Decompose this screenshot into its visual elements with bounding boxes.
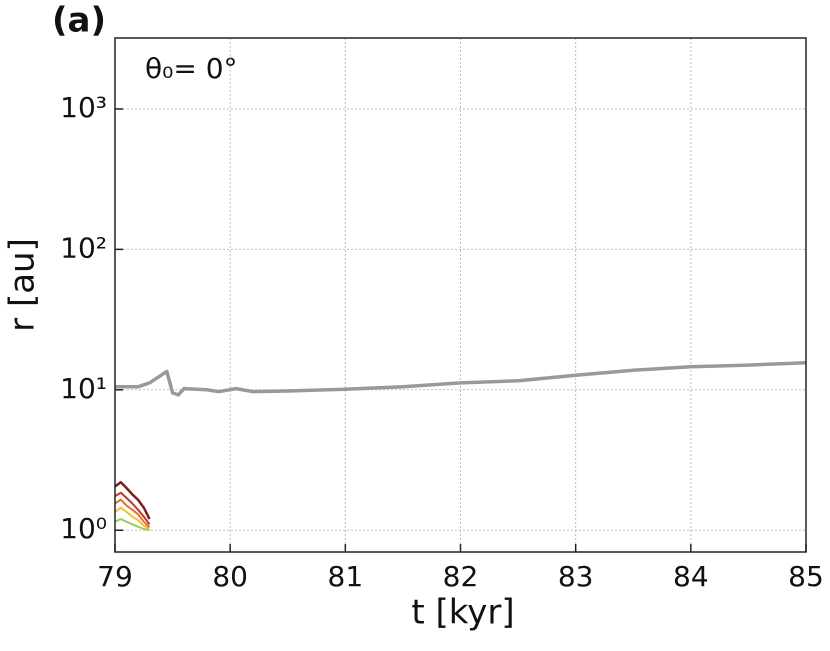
x-axis-label: t [kyr] <box>411 593 514 633</box>
panel-label: (a) <box>52 1 106 41</box>
y-tick-label: 10³ <box>60 91 107 124</box>
y-tick-label: 10¹ <box>60 372 107 405</box>
y-tick-label: 10² <box>60 231 107 264</box>
x-tick-label: 80 <box>212 560 248 593</box>
plot-frame <box>114 37 807 553</box>
data-line <box>114 491 151 525</box>
data-line <box>114 518 150 532</box>
data-line <box>115 360 807 397</box>
y-tick-label: 10⁰ <box>60 512 107 545</box>
y-axis-label: r [au] <box>3 238 43 332</box>
x-tick-label: 79 <box>97 560 133 593</box>
data-line <box>114 506 151 530</box>
x-tick-label: 81 <box>328 560 364 593</box>
x-tick-label: 82 <box>443 560 479 593</box>
x-tick-label: 83 <box>558 560 594 593</box>
data-line <box>114 498 151 529</box>
data-line <box>114 480 151 520</box>
x-tick-label: 85 <box>788 560 824 593</box>
annotation: θ₀= 0° <box>145 52 238 85</box>
x-tick-label: 84 <box>673 560 709 593</box>
